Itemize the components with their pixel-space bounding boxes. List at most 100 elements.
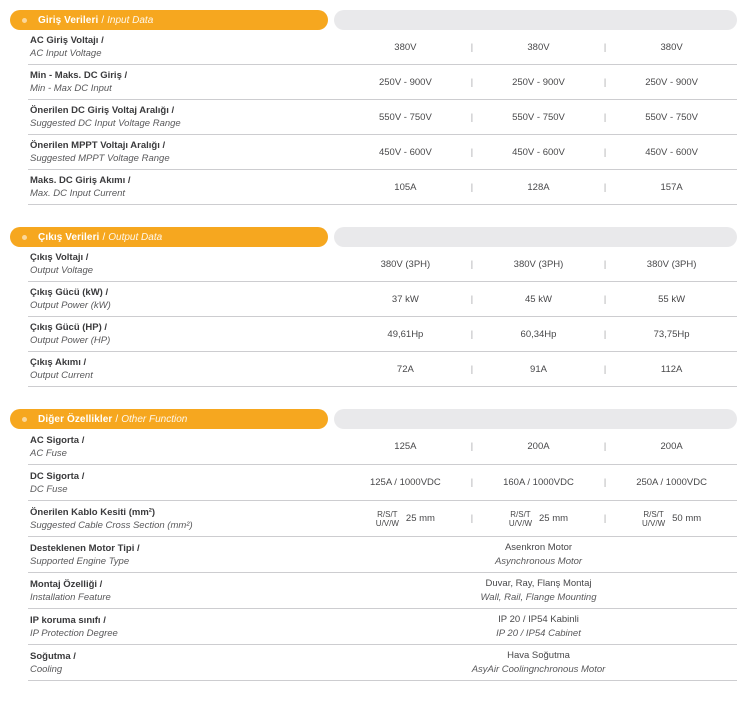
- spec-row: Soğutma / Cooling Hava Soğutma AsyAir Cooli…: [28, 645, 737, 681]
- row-label-english: AC Fuse: [30, 447, 67, 459]
- column-separator: |: [470, 258, 474, 269]
- spec-row: AC Sigorta / AC Fuse 125A | 200A | 200A: [28, 429, 737, 465]
- row-values: 450V - 600V | 450V - 600V | 450V - 600V: [340, 135, 737, 169]
- row-label-english: Max. DC Input Current: [30, 188, 126, 199]
- cable-line-uvw: U/V/W: [642, 518, 666, 528]
- column-separator: |: [470, 441, 474, 451]
- column-separator: |: [603, 477, 607, 487]
- spec-section: Çıkış Verileri / Output Data Çıkış Voltajı …: [10, 227, 737, 387]
- spec-value: 450V - 600V: [645, 146, 699, 158]
- spec-row: Önerilen DC Giriş Voltaj Aralığı / Sugges…: [28, 100, 737, 135]
- column-separator: |: [603, 293, 607, 304]
- section-title-turkish: Giriş Verileri: [38, 14, 99, 26]
- row-label-turkish: Desteklenen Motor Tipi /: [30, 542, 140, 554]
- row-value-turkish: Duvar, Ray, Flanş Montaj: [485, 577, 592, 589]
- spec-row: AC Giriş Voltajı / AC Input Voltage 380V | 3…: [28, 30, 737, 65]
- spec-row: Önerilen Kablo Kesiti (mm²) Suggested Cab…: [28, 501, 737, 537]
- section-title-pill: Diğer Özellikler / Other Function: [10, 409, 328, 429]
- section-rows: AC Sigorta / AC Fuse 125A | 200A | 200A DC Sigo…: [28, 429, 737, 681]
- row-value-turkish: IP 20 / IP54 Kabinli: [498, 613, 579, 625]
- row-label: AC Sigorta / AC Fuse: [28, 430, 340, 464]
- section-header: Çıkış Verileri / Output Data: [10, 227, 737, 247]
- row-values: 380V (3PH) | 380V (3PH) | 380V (3PH): [340, 247, 737, 281]
- section-header: Giriş Verileri / Input Data: [10, 10, 737, 30]
- cable-spec-cell: R/S/T U/V/W 50 mm: [606, 510, 737, 528]
- cable-phase-lines: R/S/T U/V/W: [642, 510, 665, 528]
- row-values: 72A | 91A | 112A: [340, 352, 737, 386]
- row-label-turkish: Maks. DC Giriş Akımı /: [30, 175, 131, 186]
- row-values: Hava Soğutma AsyAir Coolingnchronous Moto…: [340, 645, 737, 680]
- section-header-bar: [334, 10, 737, 30]
- spec-section: Giriş Verileri / Input Data AC Giriş Voltaj…: [10, 10, 737, 205]
- row-label: Çıkış Gücü (HP) / Output Power (HP): [28, 317, 340, 351]
- row-values: 125A / 1000VDC | 160A / 1000VDC | 250A / 100…: [340, 465, 737, 500]
- spec-value: 125A: [394, 441, 417, 452]
- row-label-english: DC Fuse: [30, 483, 68, 495]
- row-label: Önerilen Kablo Kesiti (mm²) Suggested Cab…: [28, 502, 340, 536]
- row-value-turkish: Asenkron Motor: [504, 541, 573, 553]
- row-label-english: Output Current: [30, 370, 93, 381]
- row-label: Min - Maks. DC Giriş / Min - Max DC Input: [28, 65, 340, 99]
- column-separator: |: [603, 111, 607, 122]
- cable-phase-lines: R/S/T U/V/W: [509, 510, 532, 528]
- row-label-turkish: Önerilen DC Giriş Voltaj Aralığı /: [30, 105, 175, 116]
- spec-row: Min - Maks. DC Giriş / Min - Max DC Input…: [28, 65, 737, 100]
- spec-row: Çıkış Akımı / Output Current 72A | 91A | 112A: [28, 352, 737, 387]
- row-values: 550V - 750V | 550V - 750V | 550V - 750V: [340, 100, 737, 134]
- column-separator: |: [603, 258, 607, 269]
- row-label: DC Sigorta / DC Fuse: [28, 466, 340, 500]
- column-separator: |: [470, 41, 474, 52]
- cable-cross-section-value: 50 mm: [672, 513, 702, 524]
- cable-line-uvw: U/V/W: [375, 518, 399, 528]
- row-values: 250V - 900V | 250V - 900V | 250V - 900V: [340, 65, 737, 99]
- spec-value: 380V (3PH): [380, 258, 431, 270]
- row-label-english: Cooling: [30, 663, 63, 675]
- row-values: Asenkron Motor Asynchronous Motor: [340, 537, 737, 572]
- section-title-pill: Çıkış Verileri / Output Data: [10, 227, 328, 247]
- spec-value: 380V: [660, 41, 683, 53]
- row-values: Duvar, Ray, Flanş Montaj Wall, Rail, Flan…: [340, 573, 737, 608]
- spec-value: 380V (3PH): [513, 258, 564, 270]
- row-label-english: IP Protection Degree: [30, 627, 118, 639]
- row-label-english: Installation Feature: [30, 591, 111, 603]
- column-separator: |: [470, 477, 474, 487]
- row-label: Montaj Özelliği / Installation Feature: [28, 574, 340, 608]
- spec-row: Çıkış Gücü (kW) / Output Power (kW) 37 kW |…: [28, 282, 737, 317]
- row-label-turkish: Montaj Özelliği /: [30, 578, 103, 590]
- column-separator: |: [603, 146, 607, 157]
- row-label-english: Suggested MPPT Voltage Range: [30, 153, 170, 164]
- section-title-english: Output Data: [108, 231, 163, 243]
- spec-value: 380V (3PH): [646, 258, 697, 270]
- row-value-turkish: Hava Soğutma: [507, 649, 570, 661]
- spec-value: 380V: [527, 41, 550, 53]
- spec-row: Çıkış Voltajı / Output Voltage 380V (3PH) |…: [28, 247, 737, 282]
- row-label: IP koruma sınıfı / IP Protection Degree: [28, 610, 340, 644]
- row-value-english: IP 20 / IP54 Cabinet: [496, 627, 581, 639]
- column-separator: |: [470, 181, 474, 192]
- row-values: 125A | 200A | 200A: [340, 429, 737, 464]
- spec-row: DC Sigorta / DC Fuse 125A / 1000VDC | 160A /…: [28, 465, 737, 501]
- section-title-separator: /: [101, 14, 105, 26]
- column-separator: |: [470, 513, 474, 523]
- row-label: Önerilen MPPT Voltajı Aralığı / Suggested…: [28, 135, 340, 169]
- row-label: Maks. DC Giriş Akımı / Max. DC Input Curr…: [28, 170, 340, 204]
- spec-value: 250V - 900V: [378, 76, 432, 88]
- cable-line-rst: R/S/T: [377, 509, 398, 519]
- cable-spec-cell: R/S/T U/V/W 25 mm: [473, 510, 604, 528]
- spec-value: 60,34Hp: [520, 328, 557, 340]
- row-values: 49,61Hp | 60,34Hp | 73,75Hp: [340, 317, 737, 351]
- row-label: Çıkış Gücü (kW) / Output Power (kW): [28, 282, 340, 316]
- row-label-turkish: Soğutma /: [30, 650, 76, 662]
- row-label-turkish: Önerilen MPPT Voltajı Aralığı /: [30, 140, 166, 151]
- section-title-turkish: Çıkış Verileri: [38, 231, 100, 243]
- row-label-turkish: Min - Maks. DC Giriş /: [30, 70, 128, 81]
- section-header-bar: [334, 227, 737, 247]
- row-label-turkish: Önerilen Kablo Kesiti (mm²): [30, 506, 156, 518]
- spec-value: 112A: [660, 363, 683, 375]
- cable-line-uvw: U/V/W: [508, 518, 533, 528]
- column-separator: |: [603, 181, 607, 192]
- column-separator: |: [603, 513, 607, 523]
- spec-sheet: Giriş Verileri / Input Data AC Giriş Voltaj…: [10, 10, 737, 681]
- bullet-dot-icon: [22, 416, 27, 422]
- spec-value: 49,61Hp: [387, 328, 424, 340]
